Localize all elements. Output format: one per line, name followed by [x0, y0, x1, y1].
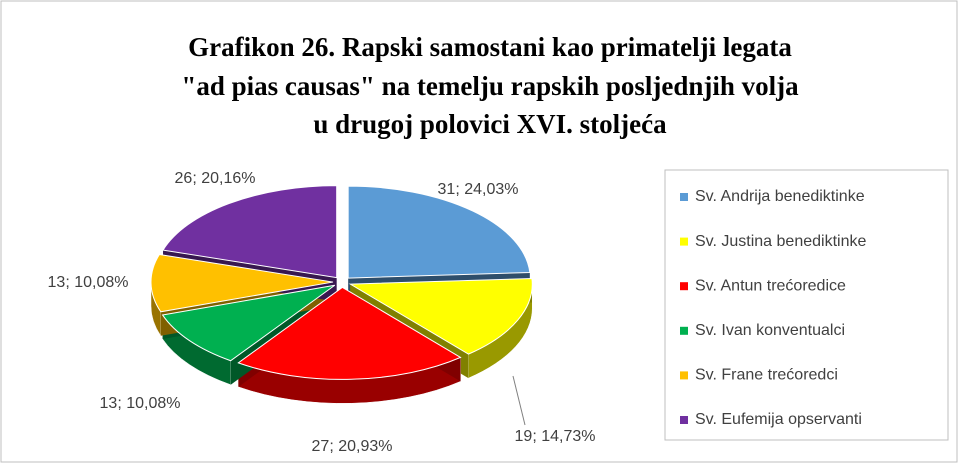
- slice: [237, 286, 462, 380]
- legend-label: Sv. Justina benediktinke: [695, 233, 866, 250]
- legend-box: [664, 169, 949, 441]
- legend-label: Sv. Ivan konventualci: [695, 322, 845, 339]
- slice: [162, 185, 338, 279]
- slice: [161, 284, 336, 362]
- legend-swatch: [680, 237, 688, 246]
- chart-title: Grafikon 26. Rapski samostani kao primat…: [188, 32, 792, 62]
- data-label: 13; 10,08%: [48, 274, 129, 291]
- data-label: 27; 20,93%: [312, 438, 393, 455]
- legend-swatch: [680, 193, 688, 201]
- chart-title: "ad pias causas" na temelju rapskih posl…: [181, 71, 799, 101]
- legend-swatch: [680, 371, 688, 380]
- legend-label: Sv. Eufemija opservanti: [695, 411, 862, 428]
- slice: [150, 253, 334, 313]
- data-label: 19; 14,73%: [515, 428, 596, 445]
- data-label: 26; 20,16%: [175, 170, 256, 187]
- legend-label: Sv. Antun trećoredice: [695, 277, 846, 294]
- slice: [347, 185, 531, 279]
- data-label: 31; 24,03%: [438, 181, 519, 198]
- legend-swatch: [680, 416, 688, 424]
- legend-label: Sv. Andrija benediktinke: [695, 188, 865, 205]
- legend-swatch: [680, 326, 688, 335]
- legend-swatch: [680, 282, 688, 291]
- data-label: 13; 10,08%: [100, 395, 181, 412]
- leader-line: [512, 375, 526, 426]
- legend-label: Sv. Frane trećoredci: [695, 367, 838, 384]
- slice: [348, 278, 533, 355]
- chart-title: u drugoj polovici XVI. stoljeća: [313, 109, 667, 139]
